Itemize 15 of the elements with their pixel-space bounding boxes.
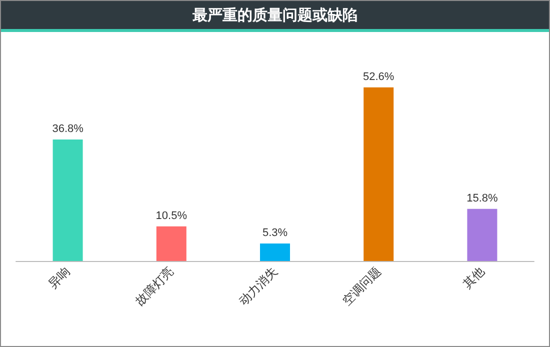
x-tick-label: 故障灯亮 — [132, 264, 176, 308]
bar — [156, 226, 186, 261]
bar — [260, 244, 290, 261]
data-label: 15.8% — [466, 192, 498, 204]
x-tick-label: 空调问题 — [340, 264, 384, 308]
data-label: 10.5% — [156, 210, 188, 222]
bar — [52, 140, 83, 261]
bar — [467, 208, 498, 261]
data-label: 36.8% — [52, 123, 84, 136]
x-tick-label: 动力消失 — [236, 264, 280, 308]
bar — [364, 87, 394, 261]
data-label: 52.6% — [363, 70, 394, 83]
x-tick-label: 其他 — [460, 264, 488, 291]
data-label: 5.3% — [262, 227, 288, 240]
x-tick-label: 异响 — [46, 264, 73, 291]
